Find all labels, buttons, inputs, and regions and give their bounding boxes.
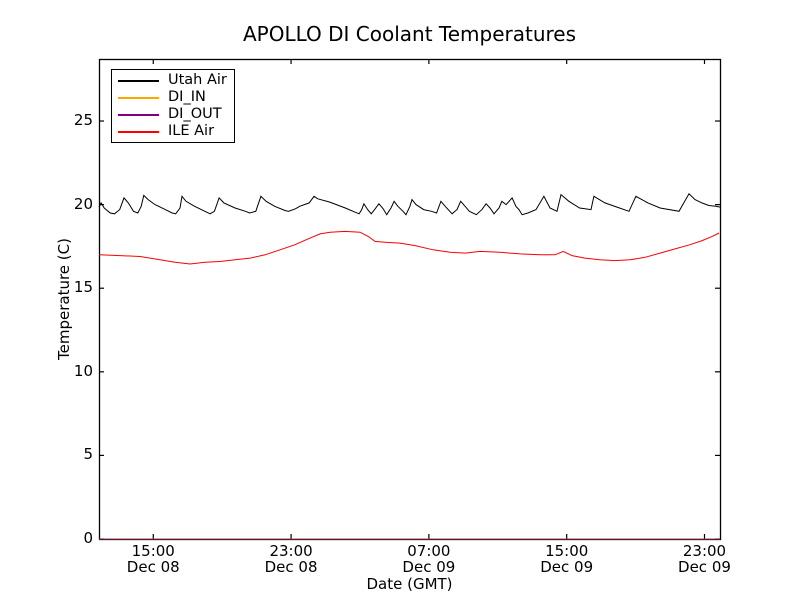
chart-title: APOLLO DI Coolant Temperatures	[242, 22, 577, 46]
series-line-ile-air	[98, 230, 720, 265]
x-tick-label: 23:00 Dec 09	[678, 542, 731, 576]
legend-item-utah-air: Utah Air	[118, 72, 234, 89]
legend-line-ile-air	[118, 130, 159, 133]
legend-item-di-in: DI_IN	[118, 89, 234, 106]
legend-line-di-in	[118, 96, 159, 99]
y-tick-label: 5	[83, 445, 93, 464]
legend-label: DI_OUT	[168, 106, 222, 122]
x-tick-label: 07:00 Dec 09	[402, 542, 456, 576]
x-axis-label: Date (GMT)	[366, 575, 453, 593]
y-tick-label: 20	[73, 194, 93, 213]
legend-line-utah-air	[118, 79, 159, 82]
legend-label: ILE Air	[168, 123, 215, 139]
x-tick-label: 23:00 Dec 08	[264, 542, 318, 576]
y-tick-label: 15	[73, 278, 93, 297]
y-tick-label: 25	[73, 111, 93, 130]
y-tick-label: 10	[73, 361, 93, 380]
legend-item-di-out: DI_OUT	[118, 106, 234, 123]
x-tick-label: 15:00 Dec 09	[540, 542, 594, 576]
legend-label: Utah Air	[168, 72, 227, 88]
legend: Utah Air DI_IN DI_OUT ILE Air	[111, 69, 235, 143]
legend-label: DI_IN	[168, 89, 206, 105]
series-line-utah-air	[98, 192, 721, 216]
legend-line-di-out	[118, 113, 159, 116]
y-tick-label: 0	[83, 529, 93, 547]
x-tick-label: 15:00 Dec 08	[126, 542, 180, 576]
legend-item-ile-air: ILE Air	[118, 123, 234, 140]
